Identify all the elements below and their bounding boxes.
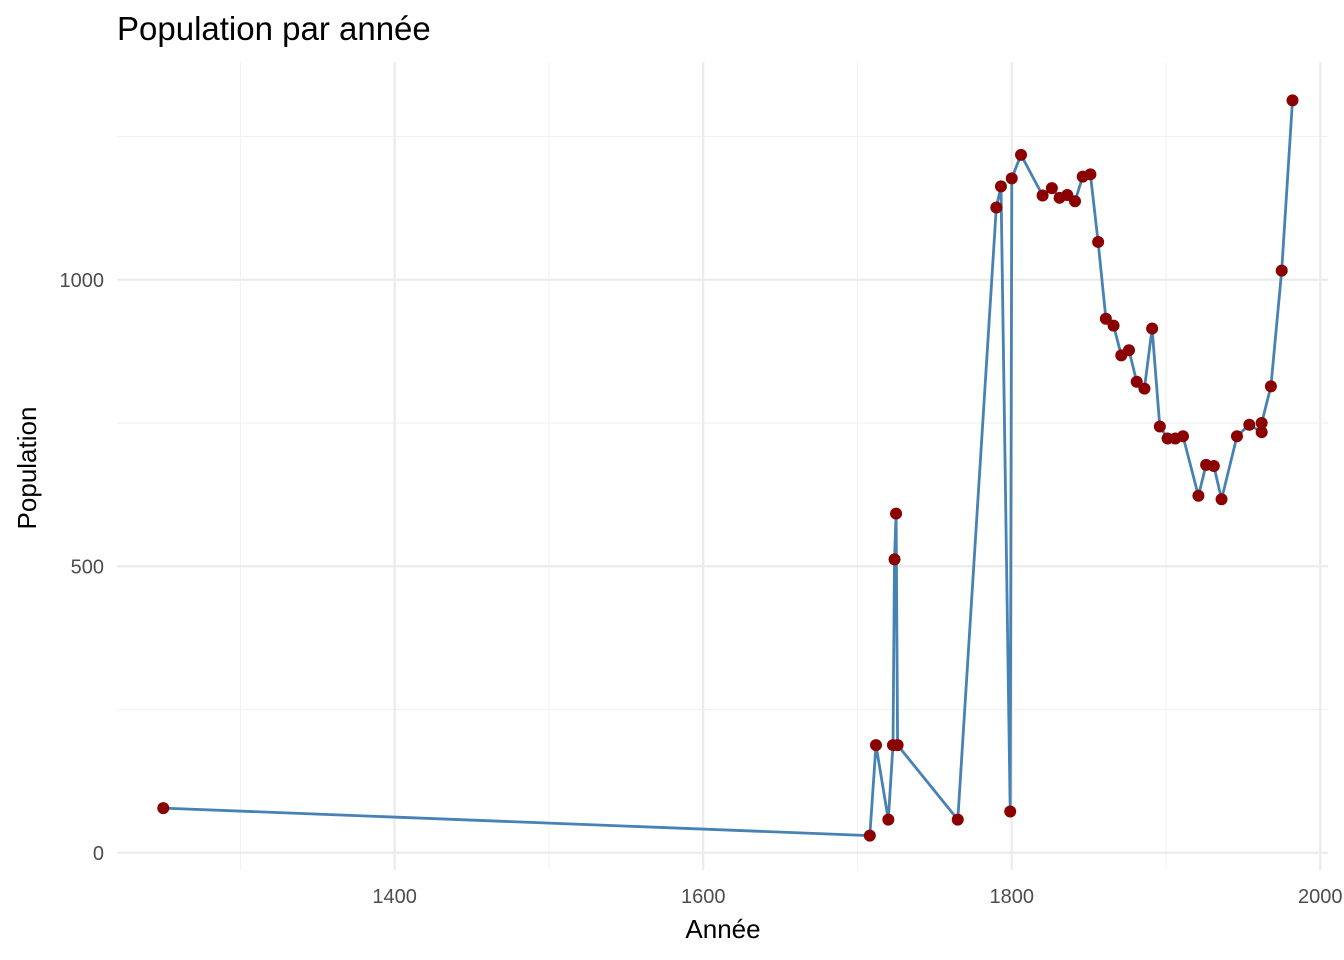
data-point — [888, 553, 901, 566]
data-point — [1286, 94, 1299, 107]
data-point — [951, 813, 964, 826]
data-point — [1192, 489, 1205, 502]
y-axis-title: Population — [12, 407, 42, 530]
data-point — [891, 739, 904, 752]
chart-title: Population par année — [117, 10, 431, 47]
grid — [117, 62, 1328, 870]
data-point — [157, 802, 170, 815]
data-point — [882, 813, 895, 826]
data-point — [1015, 148, 1028, 161]
data-point — [1107, 319, 1120, 332]
y-tick-label: 0 — [93, 843, 104, 865]
data-point — [1045, 182, 1058, 195]
data-point — [1275, 264, 1288, 277]
data-point — [1176, 430, 1189, 443]
data-point — [990, 201, 1003, 214]
data-point — [1130, 375, 1143, 388]
y-tick-label: 500 — [71, 556, 104, 578]
data-point — [1005, 172, 1018, 185]
data-point — [1146, 322, 1159, 335]
data-point — [1004, 805, 1017, 818]
series — [163, 100, 1294, 837]
data-point — [1092, 235, 1105, 248]
data-point — [1255, 426, 1268, 439]
data-point — [1084, 168, 1097, 181]
x-tick-label: 1600 — [681, 886, 726, 908]
data-point — [1122, 344, 1135, 357]
data-point — [863, 829, 876, 842]
data-point — [1153, 420, 1166, 433]
data-point — [1099, 312, 1112, 325]
data-point — [1069, 195, 1082, 208]
data-point — [1138, 382, 1151, 395]
data-point — [1243, 418, 1256, 431]
data-point — [1230, 430, 1243, 443]
data-point — [1215, 493, 1228, 506]
x-tick-label: 1400 — [372, 886, 417, 908]
x-tick-label: 2000 — [1298, 886, 1343, 908]
y-axis-ticks: 0 500 1000 — [60, 270, 105, 865]
data-point — [1255, 417, 1268, 430]
data-point — [1207, 460, 1220, 472]
series-line — [163, 100, 1294, 837]
data-points — [157, 94, 1299, 842]
y-tick-label: 1000 — [60, 270, 105, 292]
x-axis-title: Année — [685, 914, 760, 944]
data-point — [994, 180, 1007, 193]
x-tick-label: 1800 — [990, 886, 1035, 908]
data-point — [1264, 380, 1277, 393]
x-axis-ticks: 1400 1600 1800 2000 — [372, 886, 1342, 908]
data-point — [869, 739, 882, 752]
data-point — [890, 507, 903, 520]
data-point — [1036, 189, 1049, 202]
